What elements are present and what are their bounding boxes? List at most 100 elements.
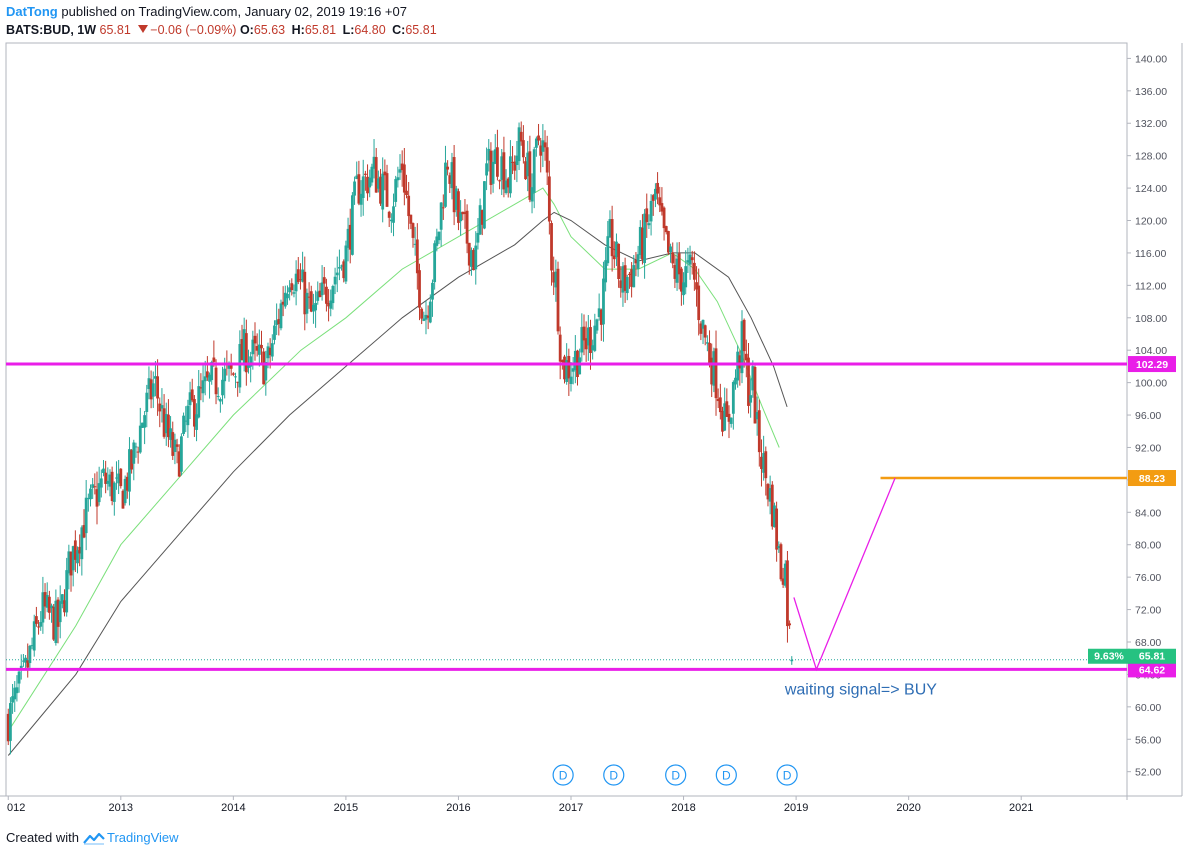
candle-body <box>372 156 376 169</box>
candle-body <box>422 318 426 321</box>
candle-body <box>563 356 566 380</box>
candle-body <box>229 363 233 369</box>
candle-body <box>766 484 770 500</box>
candle-body <box>593 325 597 351</box>
candle-body <box>742 319 746 352</box>
candle-body <box>433 243 437 283</box>
candle-body <box>718 397 722 413</box>
author-name[interactable]: DatTong <box>6 4 58 19</box>
candle-body <box>407 195 411 217</box>
price-chart[interactable]: 140.00 136.00 132.00 128.00 124.00 120.00 116.… <box>0 0 1188 828</box>
publisher-header: DatTong published on TradingView.com, Ja… <box>6 3 407 21</box>
close-label: C: <box>392 23 406 37</box>
candle-body <box>768 488 772 502</box>
candle-body <box>331 286 335 304</box>
candle-body <box>537 135 540 141</box>
time-tick-label: 2015 <box>334 802 358 814</box>
candle-body <box>578 357 582 375</box>
candle-body <box>314 303 317 311</box>
candle-body <box>28 645 32 664</box>
candle-body <box>30 645 34 647</box>
price-tick-label: 112.00 <box>1135 280 1166 292</box>
candle-body <box>489 150 493 185</box>
candle-body <box>729 417 733 424</box>
candle-body <box>286 293 289 299</box>
candle-body <box>363 173 367 175</box>
candle-body <box>617 243 621 280</box>
candle-body <box>171 432 175 456</box>
candle-body <box>102 468 105 473</box>
candle-body <box>52 606 56 640</box>
candle-body <box>632 265 636 288</box>
price-tick-label: 60.00 <box>1135 702 1161 714</box>
candle-body <box>554 271 558 288</box>
candle-body <box>45 594 49 608</box>
candle-body <box>396 177 400 181</box>
price-tick-label: 84.00 <box>1135 507 1161 519</box>
candle-body <box>264 362 268 381</box>
candle-body <box>716 398 720 402</box>
down-triangle-icon <box>138 25 149 33</box>
moving-average-fast <box>7 187 780 732</box>
candle-body <box>450 162 454 189</box>
candle-body <box>452 157 456 213</box>
time-tick-label: 2014 <box>221 802 245 814</box>
candle-body <box>156 376 159 399</box>
candle-body <box>316 291 320 301</box>
candle-body <box>277 318 281 325</box>
candle-body <box>251 339 255 355</box>
time-tick-label: 012 <box>7 802 25 814</box>
candle-body <box>413 243 417 245</box>
candle-body <box>675 258 679 283</box>
moving-average-slow <box>7 211 788 756</box>
candle-body <box>281 301 285 305</box>
candle-body <box>322 277 326 284</box>
candle-body <box>203 376 207 382</box>
candle-body <box>329 300 333 309</box>
candle-body <box>262 351 266 385</box>
candle-body <box>619 280 623 289</box>
percent-badge <box>1088 648 1130 664</box>
candle-body <box>260 344 263 349</box>
candle-body <box>705 342 709 344</box>
candle-body <box>543 142 547 148</box>
candle-body <box>628 273 631 275</box>
price-tick-label: 136.00 <box>1135 86 1167 98</box>
candle-body <box>556 268 560 332</box>
candle-body <box>534 138 538 148</box>
candle-body <box>454 188 458 210</box>
candle-body <box>638 226 642 256</box>
high-value: 65.81 <box>304 23 337 37</box>
open-value: 65.63 <box>253 23 286 37</box>
candle-body <box>517 127 521 162</box>
last-price-badge <box>1128 648 1176 664</box>
time-tick-label: 2013 <box>109 802 133 814</box>
candle-body <box>273 325 276 340</box>
candle-body <box>270 343 274 357</box>
last-price-badge-label: 65.81 <box>1139 651 1165 663</box>
dividend-marker <box>603 764 625 786</box>
time-tick-label: 2020 <box>896 802 920 814</box>
candle-body <box>387 211 391 218</box>
candle-body <box>26 660 30 668</box>
candle-body <box>112 482 116 502</box>
candle-body <box>671 252 675 264</box>
price-tick-label: 68.00 <box>1135 637 1161 649</box>
candle-body <box>591 345 595 351</box>
candle-body <box>597 308 601 317</box>
candle-body <box>465 210 469 244</box>
time-tick-label: 2019 <box>784 802 808 814</box>
candle-body <box>394 179 398 202</box>
candle-body <box>327 302 330 307</box>
candle-body <box>567 355 571 379</box>
tradingview-brand[interactable]: TradingView <box>106 830 179 845</box>
candle-body <box>500 156 504 180</box>
candle-body <box>283 292 287 307</box>
candle-body <box>545 147 549 173</box>
candle-body <box>625 277 629 294</box>
symbol-timeframe[interactable]: BATS:BUD, 1W <box>6 23 97 37</box>
candle-body <box>615 241 618 258</box>
candle-body <box>714 348 718 399</box>
candle-body <box>621 266 625 293</box>
candle-body <box>56 599 60 627</box>
